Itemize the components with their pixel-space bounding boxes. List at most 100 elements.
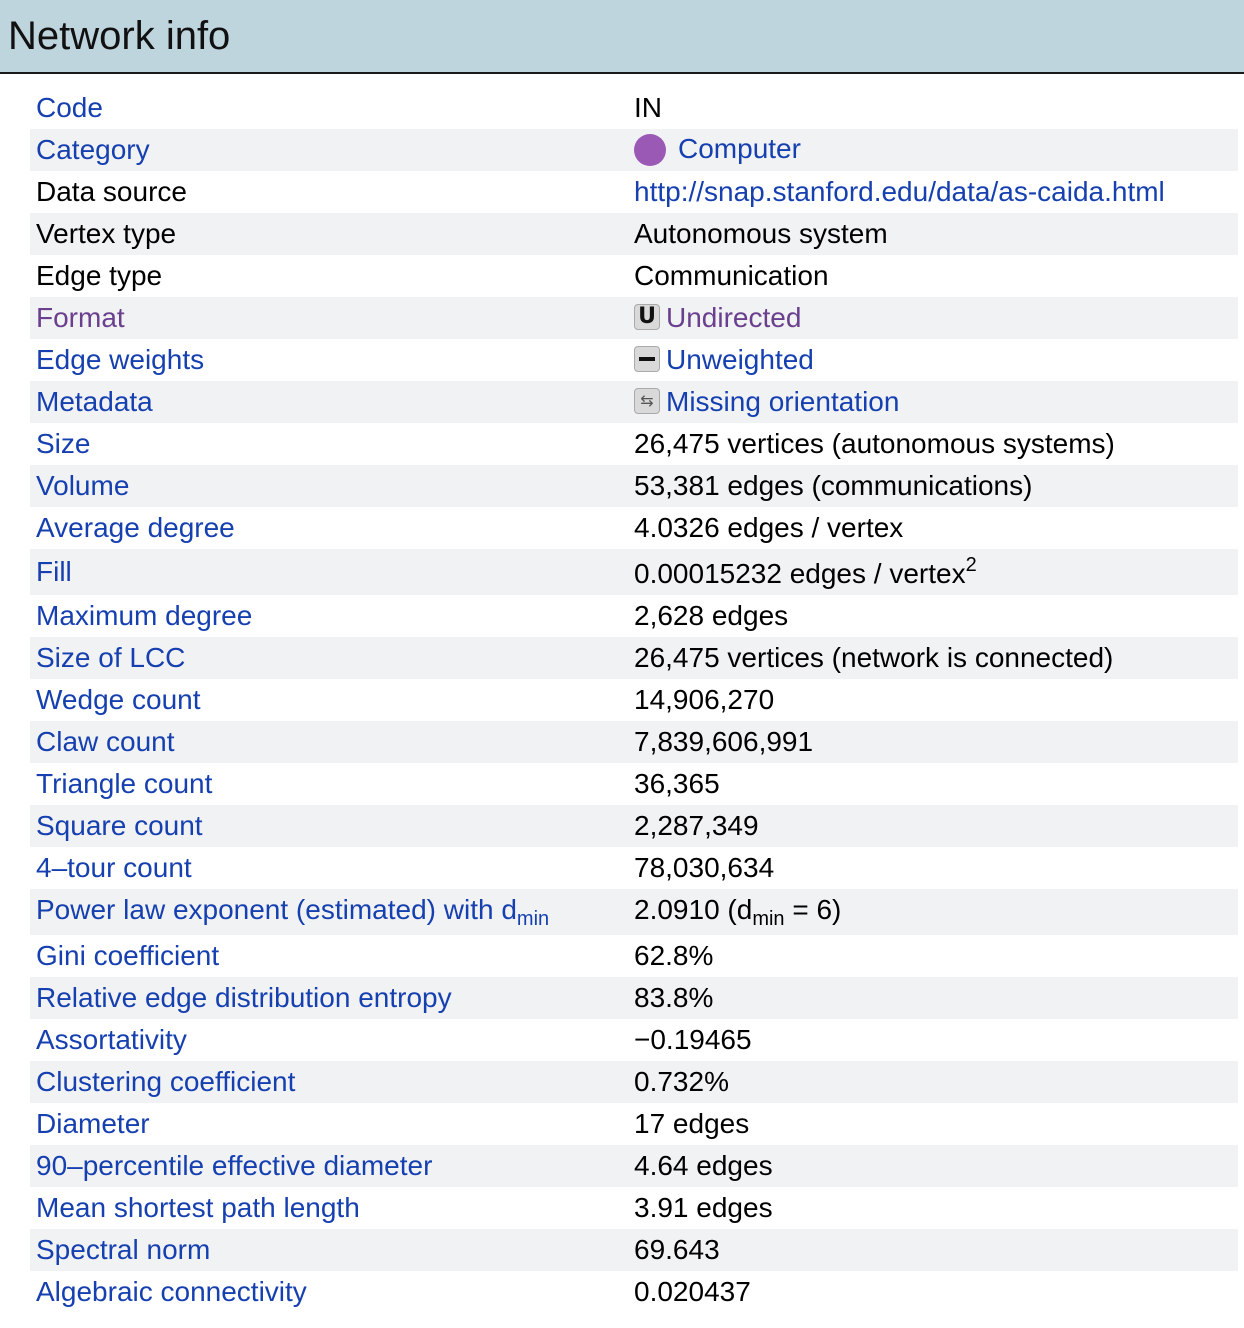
- unweighted-icon: [634, 345, 660, 372]
- triangle-count-label-link[interactable]: Triangle count: [36, 768, 213, 799]
- table-row: Power law exponent (estimated) with dmin…: [30, 889, 1238, 935]
- algebraic-connectivity-value: 0.020437: [634, 1276, 751, 1307]
- size-of-lcc-label-link[interactable]: Size of LCC: [36, 642, 186, 673]
- category-value-link[interactable]: Computer: [678, 133, 801, 165]
- square-count-value: 2,287,349: [628, 805, 1238, 847]
- table-row: Size of LCC 26,475 vertices (network is …: [30, 637, 1238, 679]
- fill-value: 0.00015232 edges / vertex2: [628, 549, 1238, 595]
- fill-value-text: 0.00015232 edges / vertex: [634, 558, 966, 589]
- table-row: Code IN: [30, 87, 1238, 129]
- purple-dot-icon: [634, 133, 666, 166]
- format-value-link[interactable]: Undirected: [666, 302, 802, 333]
- table-row: Volume 53,381 edges (communications): [30, 465, 1238, 507]
- size-of-lcc-value: 26,475 vertices (network is connected): [628, 637, 1238, 679]
- effective-diameter-label-link[interactable]: 90–percentile effective diameter: [36, 1150, 433, 1181]
- diameter-value: 17 edges: [634, 1108, 750, 1139]
- clustering-label-link[interactable]: Clustering coefficient: [36, 1066, 296, 1097]
- category-label-link[interactable]: Category: [36, 134, 150, 165]
- mean-path-label-link[interactable]: Mean shortest path length: [36, 1192, 360, 1223]
- table-row: Algebraic connectivity 0.020437: [30, 1271, 1238, 1313]
- power-law-label-link[interactable]: Power law exponent (estimated) with dmin: [36, 893, 549, 930]
- maximum-degree-value: 2,628 edges: [634, 600, 789, 631]
- average-degree-label-link[interactable]: Average degree: [36, 512, 235, 543]
- claw-count-value: 7,839,606,991: [628, 721, 1238, 763]
- vertex-type-label: Vertex type: [30, 213, 628, 255]
- average-degree-value: 4.0326 edges / vertex: [634, 512, 904, 543]
- table-row: Size 26,475 vertices (autonomous systems…: [30, 423, 1238, 465]
- power-law-label-subscript: min: [516, 907, 550, 930]
- data-source-label: Data source: [36, 176, 187, 207]
- table-row: Spectral norm 69.643: [30, 1229, 1238, 1271]
- missing-orientation-icon: ⇆: [634, 387, 660, 414]
- table-row: Mean shortest path length 3.91 edges: [30, 1187, 1238, 1229]
- table-row: Average degree 4.0326 edges / vertex: [30, 507, 1238, 549]
- table-row: Format U Undirected: [30, 297, 1238, 339]
- table-row: Square count 2,287,349: [30, 805, 1238, 847]
- table-row: Triangle count 36,365: [30, 763, 1238, 805]
- spectral-norm-value: 69.643: [628, 1229, 1238, 1271]
- network-info-table: Code IN Category Computer Data source ht…: [30, 87, 1238, 1313]
- claw-count-label-link[interactable]: Claw count: [36, 726, 175, 757]
- table-row: 4–tour count 78,030,634: [30, 847, 1238, 889]
- power-law-value: 2.0910 (dmin = 6): [628, 889, 1238, 935]
- mean-path-value: 3.91 edges: [634, 1192, 773, 1223]
- data-source-link[interactable]: http://snap.stanford.edu/data/as-caida.h…: [634, 176, 1165, 207]
- edge-weights-value-link[interactable]: Unweighted: [666, 344, 814, 375]
- four-tour-count-value: 78,030,634: [634, 852, 775, 883]
- metadata-label-link[interactable]: Metadata: [36, 386, 153, 417]
- volume-label-link[interactable]: Volume: [36, 470, 130, 501]
- fill-label-link[interactable]: Fill: [36, 556, 72, 587]
- table-row: Diameter 17 edges: [30, 1103, 1238, 1145]
- clustering-value: 0.732%: [628, 1061, 1238, 1103]
- edge-type-value: Communication: [634, 260, 829, 291]
- wedge-count-value: 14,906,270: [634, 684, 775, 715]
- power-law-label-text: Power law exponent (estimated) with d: [36, 893, 517, 925]
- page-title: Network info: [8, 14, 231, 58]
- metadata-value-link[interactable]: Missing orientation: [666, 386, 900, 417]
- table-row: Edge type Communication: [30, 255, 1238, 297]
- four-tour-count-label-link[interactable]: 4–tour count: [36, 852, 192, 883]
- size-label-link[interactable]: Size: [36, 428, 91, 459]
- edge-type-label: Edge type: [36, 260, 163, 291]
- table-row: Claw count 7,839,606,991: [30, 721, 1238, 763]
- size-value: 26,475 vertices (autonomous systems): [634, 428, 1115, 459]
- assortativity-value: −0.19465: [634, 1024, 752, 1055]
- entropy-label-link[interactable]: Relative edge distribution entropy: [36, 982, 452, 1013]
- code-label-link[interactable]: Code: [36, 92, 103, 123]
- triangle-count-value: 36,365: [634, 768, 720, 799]
- table-row: Data source http://snap.stanford.edu/dat…: [30, 171, 1238, 213]
- table-row: Relative edge distribution entropy 83.8%: [30, 977, 1238, 1019]
- format-label-link[interactable]: Format: [36, 302, 125, 333]
- page-header: Network info: [0, 0, 1244, 74]
- gini-label-link[interactable]: Gini coefficient: [36, 940, 220, 971]
- code-value: IN: [634, 92, 662, 123]
- wedge-count-label-link[interactable]: Wedge count: [36, 684, 201, 715]
- vertex-type-value: Autonomous system: [628, 213, 1238, 255]
- maximum-degree-label-link[interactable]: Maximum degree: [36, 600, 253, 631]
- table-row: Clustering coefficient 0.732%: [30, 1061, 1238, 1103]
- diameter-label-link[interactable]: Diameter: [36, 1108, 150, 1139]
- spectral-norm-label-link[interactable]: Spectral norm: [36, 1234, 211, 1265]
- algebraic-connectivity-label-link[interactable]: Algebraic connectivity: [36, 1276, 307, 1307]
- table-row: Category Computer: [30, 129, 1238, 171]
- assortativity-label-link[interactable]: Assortativity: [36, 1024, 187, 1055]
- square-count-label-link[interactable]: Square count: [36, 810, 203, 841]
- undirected-icon: U: [634, 303, 660, 330]
- entropy-value: 83.8%: [628, 977, 1238, 1019]
- power-law-value-post: = 6): [784, 893, 842, 925]
- edge-weights-label-link[interactable]: Edge weights: [36, 344, 205, 375]
- table-row: Gini coefficient 62.8%: [30, 935, 1238, 977]
- table-row: 90–percentile effective diameter 4.64 ed…: [30, 1145, 1238, 1187]
- gini-value: 62.8%: [634, 940, 714, 971]
- fill-superscript: 2: [965, 554, 977, 576]
- table-row: Edge weights Unweighted: [30, 339, 1238, 381]
- table-row: Assortativity −0.19465: [30, 1019, 1238, 1061]
- table-row: Wedge count 14,906,270: [30, 679, 1238, 721]
- volume-value: 53,381 edges (communications): [628, 465, 1238, 507]
- table-row: Fill 0.00015232 edges / vertex2: [30, 549, 1238, 595]
- table-row: Maximum degree 2,628 edges: [30, 595, 1238, 637]
- table-row: Vertex type Autonomous system: [30, 213, 1238, 255]
- power-law-value-subscript: min: [752, 907, 785, 930]
- effective-diameter-value: 4.64 edges: [628, 1145, 1238, 1187]
- table-row: Metadata ⇆ Missing orientation: [30, 381, 1238, 423]
